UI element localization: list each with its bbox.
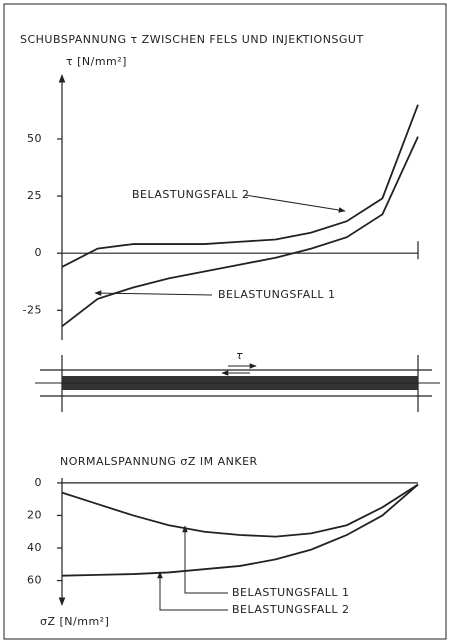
series-label: BELASTUNGSFALL 2: [132, 188, 249, 201]
leader-line: [182, 525, 228, 594]
chart-title: NORMALSPANNUNG σZ IM ANKER: [60, 455, 258, 468]
series-label: BELASTUNGSFALL 2: [232, 603, 349, 616]
leader-line: [244, 194, 346, 213]
leader-line: [157, 571, 228, 611]
curve: [61, 136, 419, 328]
y-tick-label: 0: [35, 476, 43, 489]
y-tick-label: 25: [27, 189, 42, 202]
tau-label: τ: [236, 349, 243, 362]
y-axis-label: σZ [N/mm²]: [40, 615, 109, 628]
curve: [61, 483, 419, 577]
series-label: BELASTUNGSFALL 1: [232, 586, 349, 599]
y-tick-label: 40: [27, 541, 42, 554]
curve: [61, 104, 419, 268]
y-tick-label: 20: [27, 508, 42, 521]
frame: [3, 3, 447, 640]
y-tick-label: 60: [27, 574, 42, 587]
y-axis-label: τ [N/mm²]: [66, 55, 127, 68]
y-tick-label: 50: [27, 132, 42, 145]
y-tick-label: 0: [35, 246, 43, 259]
curve: [61, 483, 419, 538]
chart-title: SCHUBSPANNUNG τ ZWISCHEN FELS UND INJEKT…: [20, 33, 364, 46]
series-label: BELASTUNGSFALL 1: [218, 288, 335, 301]
leader-line: [94, 290, 213, 296]
anchor-diagram: τ: [35, 349, 440, 412]
y-tick-label: -25: [23, 303, 42, 316]
